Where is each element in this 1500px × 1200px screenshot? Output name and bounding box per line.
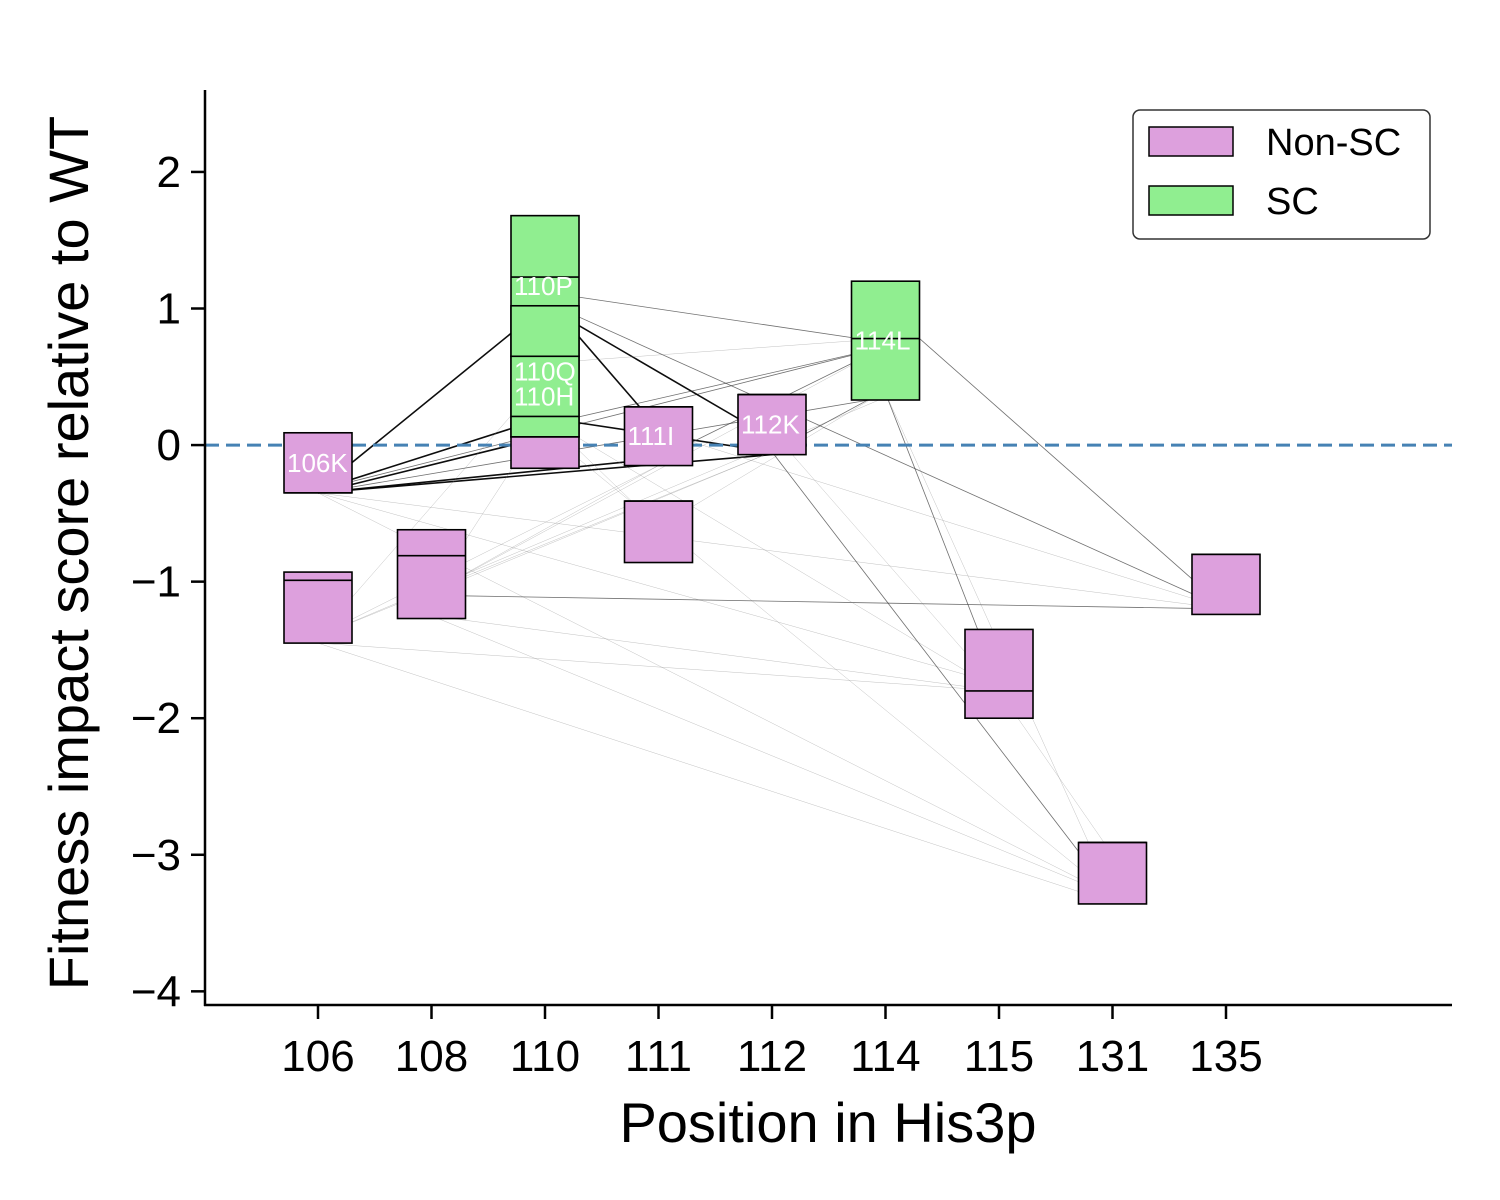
- box-rect: [1077, 841, 1148, 905]
- connection-line-16: [317, 642, 1113, 903]
- connection-line-31: [544, 417, 1000, 692]
- box-label-114L: 114L: [855, 326, 911, 356]
- y-axis-title: Fitness impact score relative to WT: [37, 116, 100, 990]
- box-114-11: [850, 280, 921, 401]
- box-106-1: [283, 431, 353, 494]
- box-rect: [623, 500, 694, 564]
- connection-line-1: [317, 305, 546, 491]
- box-label-110Q: 110Q: [514, 356, 576, 386]
- y-tick-label-0: 2: [157, 148, 181, 197]
- legend-swatch-2: [1148, 185, 1234, 216]
- x-tick-label-131: 131: [1076, 1032, 1149, 1081]
- connection-line-2: [317, 416, 546, 491]
- x-tick-label-110: 110: [510, 1032, 580, 1081]
- connection-line-23: [431, 615, 1113, 896]
- box-rect: [283, 431, 353, 494]
- connection-line-30: [544, 338, 886, 364]
- x-tick-label-114: 114: [850, 1032, 920, 1081]
- connection-line-39: [771, 431, 1000, 692]
- box-111-8: [623, 406, 694, 467]
- connection-line-29: [544, 346, 886, 425]
- connection-line-4: [317, 457, 659, 494]
- connection-line-11: [317, 376, 546, 637]
- connection-line-21: [431, 594, 1227, 610]
- y-tick-label-3: −1: [131, 558, 181, 607]
- connection-line-6: [317, 346, 886, 491]
- box-110-6: [510, 355, 580, 438]
- box-label-111I: 111I: [628, 421, 675, 451]
- x-tick-label-115: 115: [964, 1032, 1034, 1081]
- y-tick-label-5: −3: [131, 831, 181, 880]
- connection-line-34: [658, 390, 886, 528]
- legend-label-2: SC: [1266, 181, 1319, 223]
- connection-line-19: [431, 451, 773, 593]
- y-tick-label-1: 1: [157, 285, 181, 334]
- connection-line-38: [771, 451, 1113, 896]
- x-tick-label-135: 135: [1189, 1032, 1262, 1081]
- box-rect: [1191, 553, 1261, 616]
- box-rect: [964, 628, 1034, 720]
- box-label-110P: 110P: [514, 271, 573, 301]
- box-rect: [396, 528, 467, 620]
- connection-line-26: [544, 305, 773, 439]
- connection-line-27: [544, 301, 1227, 610]
- connection-line-24: [544, 291, 886, 344]
- legend-swatch-1: [1148, 126, 1234, 157]
- connection-line-10: [317, 492, 1227, 610]
- x-tick-label-108: 108: [395, 1032, 468, 1081]
- y-tick-label-4: −2: [131, 694, 181, 743]
- box-rect: [283, 571, 353, 644]
- x-tick-label-106: 106: [281, 1032, 354, 1081]
- connection-line-12: [317, 465, 659, 637]
- box-106-2: [283, 571, 353, 644]
- connection-line-42: [885, 308, 1227, 610]
- box-110-7: [510, 436, 580, 470]
- box-label-106K: 106K: [287, 448, 348, 478]
- connection-line-13: [317, 451, 773, 637]
- box-rect: [850, 280, 921, 401]
- legend: Non-SC SC: [1132, 109, 1431, 240]
- connection-line-36: [658, 431, 1227, 610]
- box-115-12: [964, 628, 1034, 720]
- box-label-112K: 112K: [741, 410, 800, 440]
- axes: 2 1 0 −1 −2 −3 −4 106 108 110 111 112 114 115 131 135: [131, 90, 1452, 1081]
- legend-label-1: Non-SC: [1266, 122, 1401, 164]
- connection-line-5: [317, 453, 773, 494]
- connection-line-22: [431, 615, 1000, 692]
- box-label-110H: 110H: [514, 382, 574, 412]
- box-rect: [737, 393, 807, 456]
- box-108-3: [396, 528, 467, 620]
- y-tick-label-2: 0: [157, 421, 181, 470]
- y-tick-label-6: −4: [131, 967, 181, 1016]
- box-135-14: [1191, 553, 1261, 616]
- box-112-10: [737, 393, 807, 456]
- box-rect: [510, 355, 580, 438]
- connection-line-20: [431, 346, 886, 593]
- x-tick-label-111: 111: [625, 1032, 692, 1081]
- box-111-9: [623, 500, 694, 564]
- connection-line-8: [317, 492, 1000, 685]
- connection-line-18: [431, 465, 659, 593]
- x-tick-label-112: 112: [737, 1032, 807, 1081]
- connection-line-15: [317, 642, 1000, 692]
- box-rect: [510, 436, 580, 470]
- box-rect: [623, 406, 694, 467]
- x-axis-title: Position in His3p: [619, 1091, 1036, 1154]
- box-131-13: [1077, 841, 1148, 905]
